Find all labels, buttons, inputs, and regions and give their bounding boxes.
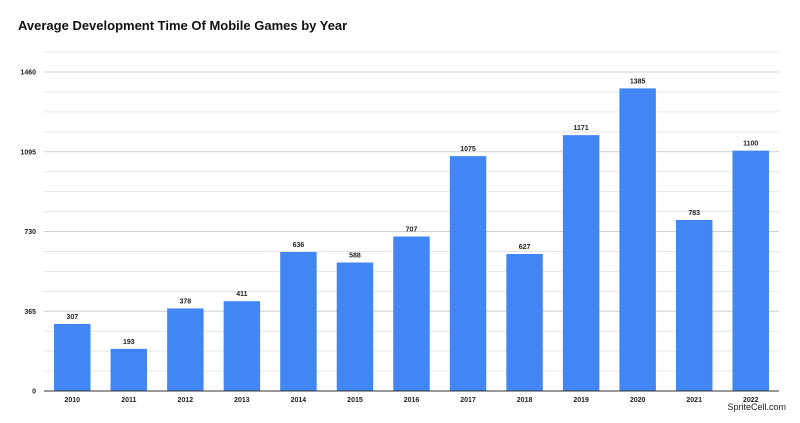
x-tick-label: 2016 <box>404 397 420 404</box>
bar-2022 <box>732 150 769 391</box>
data-label-2014: 636 <box>293 242 305 249</box>
x-tick-label: 2018 <box>517 397 533 404</box>
data-label-2017: 1075 <box>460 146 476 153</box>
bar-2021 <box>675 219 713 391</box>
data-label-2015: 588 <box>349 253 361 260</box>
y-axis-tick-labels: 0 365 730 1095 1460 <box>20 70 36 396</box>
bar-2016 <box>393 236 430 391</box>
data-label-2019: 1171 <box>574 125 589 132</box>
bar-2012 <box>167 308 204 391</box>
chart-title: Average Development Time Of Mobile Games… <box>18 18 348 33</box>
data-labels: 307 193 378 411 636 588 707 1075 627 1171 1385 783 1… <box>66 78 758 345</box>
bar-2010 <box>54 323 91 391</box>
data-label-2010: 307 <box>66 314 78 321</box>
bar-2018 <box>506 254 543 391</box>
data-label-2022: 1100 <box>743 141 758 148</box>
x-tick-label: 2013 <box>234 397 250 404</box>
watermark: SpriteCell.com <box>727 402 786 412</box>
y-tick-label: 730 <box>24 229 36 236</box>
x-tick-label: 2010 <box>64 397 80 404</box>
x-tick-label: 2014 <box>291 397 307 404</box>
x-tick-label: 2021 <box>686 397 702 404</box>
data-label-2012: 378 <box>180 298 192 305</box>
data-label-2018: 627 <box>519 244 531 251</box>
y-tick-label: 0 <box>32 389 36 396</box>
data-label-2016: 707 <box>406 227 418 234</box>
x-tick-label: 2022 <box>743 397 759 404</box>
bar-2019 <box>562 135 600 391</box>
y-tick-label: 365 <box>24 309 36 316</box>
bar-2020 <box>619 88 656 391</box>
bar-2013 <box>223 301 261 391</box>
bars <box>54 88 769 391</box>
x-tick-label: 2012 <box>178 397 194 404</box>
bar-2015 <box>336 262 374 391</box>
x-tick-label: 2019 <box>573 397 589 404</box>
data-label-2020: 1385 <box>630 78 646 85</box>
bar-2014 <box>280 252 317 391</box>
data-label-2021: 783 <box>688 210 700 217</box>
data-label-2013: 411 <box>236 291 247 298</box>
x-tick-label: 2011 <box>121 397 136 404</box>
x-tick-label: 2015 <box>347 397 363 404</box>
bar-2011 <box>110 348 148 391</box>
y-tick-label: 1460 <box>20 70 36 77</box>
x-axis-tick-labels: 2010 2011 2012 2013 2014 2015 2016 2017 2018 2019… <box>64 397 758 404</box>
x-tick-label: 2017 <box>460 397 476 404</box>
x-tick-label: 2020 <box>630 397 646 404</box>
bar-2017 <box>449 156 487 391</box>
y-tick-label: 1095 <box>20 149 36 156</box>
data-label-2011: 193 <box>123 339 135 346</box>
